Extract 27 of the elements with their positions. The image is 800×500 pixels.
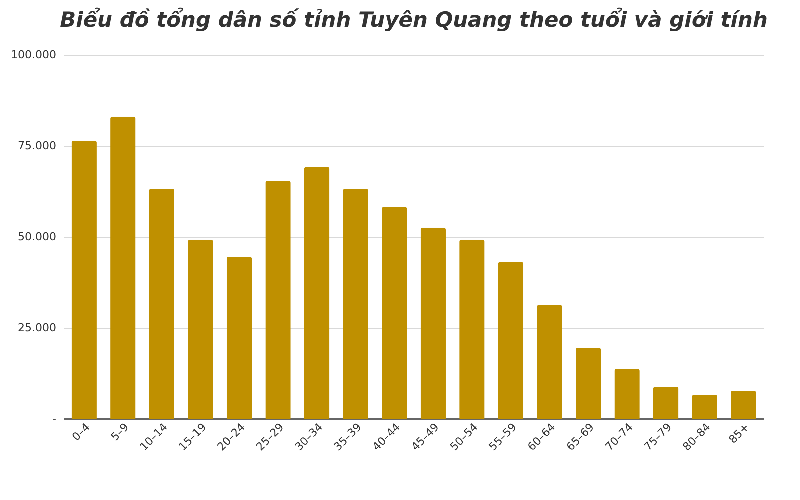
bar <box>188 240 214 419</box>
bar <box>653 386 679 419</box>
bar <box>110 116 136 419</box>
y-tick-label: 75.000 <box>18 140 56 152</box>
x-tick-label: 85+ <box>726 420 752 446</box>
y-tick-label: 50.000 <box>18 230 56 244</box>
bar <box>498 262 524 419</box>
y-tick-label: 100.000 <box>11 48 56 62</box>
bar <box>304 167 330 419</box>
bar <box>343 188 368 419</box>
y-tick-label: - <box>52 412 57 426</box>
bar <box>731 390 756 419</box>
x-tick-label: 0–4 <box>70 420 93 444</box>
bar <box>460 240 485 419</box>
bar <box>266 180 291 419</box>
bar <box>420 228 446 419</box>
bar <box>226 257 252 419</box>
x-tick-label: 5–9 <box>108 420 132 444</box>
bar <box>537 305 562 419</box>
chart-title: Biểu đồ tổng dân số tỉnh Tuyên Quang theo tuổi và giới tính <box>60 7 768 32</box>
bar <box>692 394 718 419</box>
bar <box>72 140 97 419</box>
bar <box>382 207 408 419</box>
bar <box>149 188 175 419</box>
bar <box>576 348 602 419</box>
bar <box>614 369 640 419</box>
y-tick-label: 25.000 <box>18 322 56 334</box>
